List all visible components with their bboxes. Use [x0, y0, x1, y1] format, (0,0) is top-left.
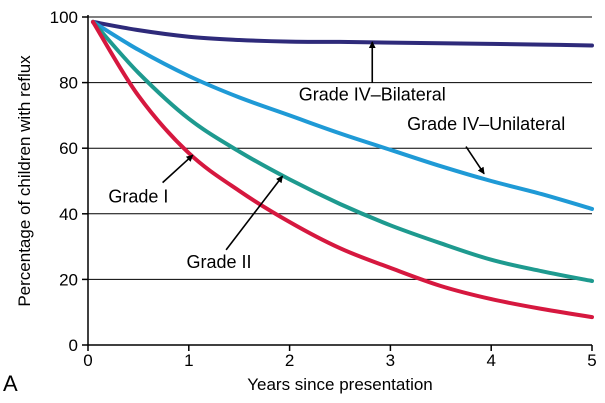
- annotations: Grade IV–Bilateral Grade IV–Unilateral Gra…: [108, 41, 565, 272]
- annotation-arrow-3: [225, 175, 284, 251]
- series-line-grade-ii: [91, 19, 594, 283]
- series-line-grade-iv-bilateral: [91, 19, 594, 48]
- annotation-arrow-2: [162, 154, 194, 184]
- series-line-grade-iv-unilateral: [91, 19, 594, 211]
- y-tick-label: 60: [59, 139, 78, 158]
- annotation-arrow-1: [465, 146, 485, 175]
- y-tick-label: 0: [69, 336, 78, 355]
- series-lines: [91, 19, 594, 320]
- y-tick-label: 20: [59, 270, 78, 289]
- axes: 0 20 40 60 80 100 0 1 2 3 4 5: [50, 8, 597, 370]
- x-tick-label: 2: [285, 351, 294, 370]
- series-line-grade-i: [91, 19, 594, 320]
- x-tick-label: 3: [386, 351, 395, 370]
- annotation-label: Grade IV–Unilateral: [407, 114, 565, 134]
- annotation-label: Grade II: [187, 252, 252, 272]
- y-tick-label: 40: [59, 205, 78, 224]
- gridlines: [88, 16, 592, 280]
- annotation-label: Grade IV–Bilateral: [299, 85, 446, 105]
- y-tick-label: 100: [50, 8, 78, 27]
- panel-label: A: [3, 371, 18, 396]
- y-tick-label: 80: [59, 74, 78, 93]
- x-tick-label: 4: [486, 351, 495, 370]
- x-axis-label: Years since presentation: [247, 375, 433, 394]
- y-axis-label: Percentage of children with reflux: [15, 55, 34, 307]
- x-tick-label: 5: [587, 351, 596, 370]
- x-tick-label: 1: [184, 351, 193, 370]
- x-tick-label: 0: [83, 351, 92, 370]
- annotation-label: Grade I: [108, 186, 168, 206]
